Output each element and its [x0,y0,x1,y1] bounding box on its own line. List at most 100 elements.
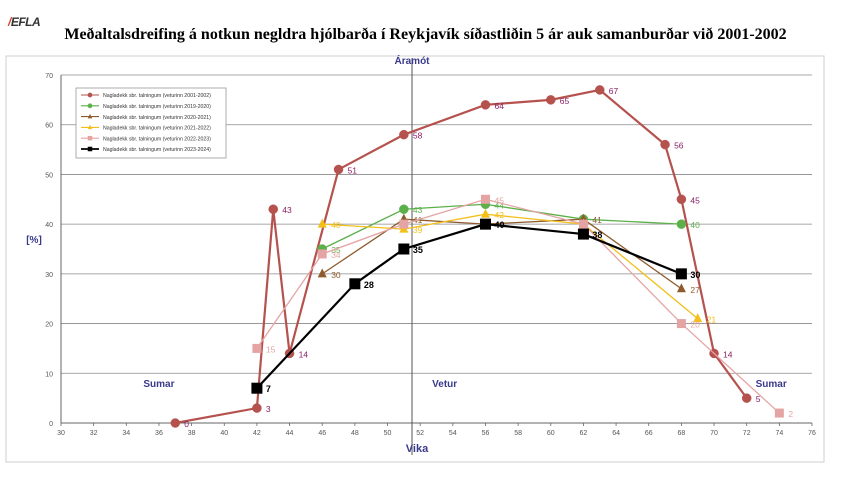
series-1-point [399,204,409,214]
legend-swatch-marker [87,124,93,130]
x-tick-label: 62 [580,430,588,437]
series-2-data-label: 27 [690,285,700,295]
series-0-data-label: 51 [348,165,358,175]
series-0-point [660,139,670,150]
series-4-data-label: 34 [331,250,341,260]
chart-title: Meðaltalsdreifing á notkun negldra hjólb… [64,26,787,43]
series-5-data-label: 35 [413,245,423,255]
series-0-point [399,129,409,140]
series-3-point [317,218,327,228]
logo-text: EFLA [10,15,41,29]
series-4-data-label: 15 [266,344,276,354]
y-tick-label: 20 [45,322,53,329]
series-0-point [252,403,262,413]
legend-swatch-marker [87,146,93,152]
y-tick-label: 50 [45,172,53,179]
series-5-data-label: 40 [494,220,504,230]
series-3-data-label: 21 [707,315,717,325]
series-0-point [333,164,344,175]
x-tick-label: 34 [122,430,130,437]
x-tick-label: 72 [743,430,751,437]
series-0-data-label: 0 [184,419,189,429]
series-0-data-label: 14 [299,349,309,359]
x-tick-label: 30 [57,430,65,437]
series-5-data-label: 28 [364,280,374,290]
series-5-data-label: 30 [690,270,700,280]
legend-entry: Nagladekk sbr. talningum (veturinn 2020-… [103,115,211,121]
series-0-point [595,85,605,95]
x-tick-label: 76 [808,430,816,437]
series-4-point [480,194,490,204]
x-tick-label: 66 [645,430,653,437]
series-0-point [170,418,181,428]
x-tick-label: 52 [416,430,424,437]
efla-logo: /EFLA [8,15,41,29]
series-0-data-label: 56 [674,141,684,151]
legend-box [75,87,227,159]
x-tick-label: 70 [710,430,718,437]
series-5-point [251,382,263,394]
x-tick-label: 64 [612,430,620,437]
y-tick-label: 40 [45,222,53,229]
y-tick-label: 60 [45,123,53,130]
x-tick-label: 44 [286,430,294,437]
series-1-data-label: 44 [494,200,504,210]
x-tick-label: 42 [253,430,261,437]
annotation-sumar: Sumar [756,379,787,390]
series-5-point [349,278,361,290]
series-line-5 [256,223,682,389]
series-0-point [741,393,752,403]
series-5-point [577,228,589,240]
series-5-point [675,268,687,280]
x-tick-label: 46 [318,430,326,437]
series-0-point [480,100,491,110]
legend-swatch-marker [87,103,93,109]
legend-swatch-marker [87,135,93,141]
annotation-áramót: Áramót [395,54,431,67]
x-tick-label: 48 [351,430,359,437]
x-tick-label: 56 [482,430,490,437]
series-5-point [479,218,491,230]
legend-entry: Nagladekk sbr. talningum (veturinn 2001-… [103,93,211,99]
legend-entry: Nagladekk sbr. talningum (veturinn 2023-… [103,147,211,153]
series-0-data-label: 3 [266,404,271,414]
x-axis-label: Vika [406,443,429,455]
x-tick-label: 60 [547,430,555,437]
series-4-point [676,319,686,329]
series-3-point [693,313,703,323]
logo-mark: / [8,15,11,29]
chart-border [5,55,825,463]
series-0-point [268,204,278,214]
x-tick-label: 36 [155,430,163,437]
series-4-point [399,219,409,229]
series-4-point [317,249,327,259]
series-0-data-label: 5 [756,394,761,404]
x-tick-label: 40 [220,430,228,437]
legend-entry: Nagladekk sbr. talningum (veturinn 2021-… [103,126,211,132]
series-5-data-label: 38 [592,230,602,240]
series-0-data-label: 43 [282,205,292,215]
x-tick-label: 50 [384,430,392,437]
series-0-data-label: 14 [723,349,733,359]
series-2-point [676,283,686,293]
series-4-data-label: 20 [690,320,700,330]
x-tick-label: 74 [775,430,783,437]
series-4-point [252,343,262,353]
series-1-data-label: 43 [413,205,423,215]
series-0-data-label: 58 [413,131,423,141]
series-0-data-label: 45 [690,195,700,205]
series-0-data-label: 67 [609,86,619,96]
series-4-point [774,408,784,418]
series-4-point [578,219,588,229]
series-1-point [676,219,687,229]
series-0-point [546,95,556,105]
legend-swatch-marker [87,92,93,98]
x-tick-label: 38 [188,430,196,437]
series-5-data-label: 7 [266,384,271,394]
y-tick-label: 70 [45,73,53,80]
series-1-data-label: 35 [331,245,341,255]
legend-swatch-marker [87,113,93,119]
series-3-data-label: 40 [331,220,341,230]
series-3-data-label: 39 [413,225,423,235]
